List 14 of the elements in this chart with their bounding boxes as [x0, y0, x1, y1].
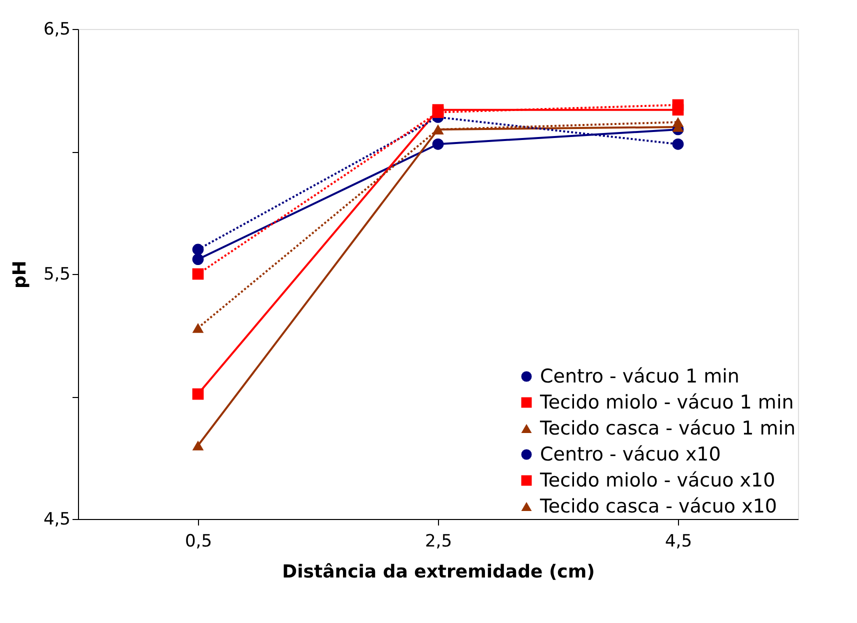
y-tick-label: 6,5 — [43, 20, 70, 40]
legend-label: Tecido casca - vácuo x10 — [539, 496, 777, 518]
x-axis-title: Distância da extremidade (cm) — [282, 562, 595, 582]
x-tick-label: 0,5 — [184, 532, 212, 552]
y-axis-title: pH — [9, 260, 30, 288]
legend-label: Tecido miolo - vácuo 1 min — [539, 392, 794, 414]
legend-label: Tecido miolo - vácuo x10 — [539, 470, 776, 492]
y-tick-label: 4,5 — [43, 510, 70, 530]
legend-label: Centro - vácuo 1 min — [540, 366, 740, 388]
legend-label: Tecido casca - vácuo 1 min — [539, 418, 796, 440]
x-tick-label: 2,5 — [424, 532, 452, 552]
x-tick-label: 4,5 — [664, 532, 692, 552]
legend-label: Centro - vácuo x10 — [540, 444, 721, 466]
y-tick-label: 5,5 — [43, 264, 70, 284]
